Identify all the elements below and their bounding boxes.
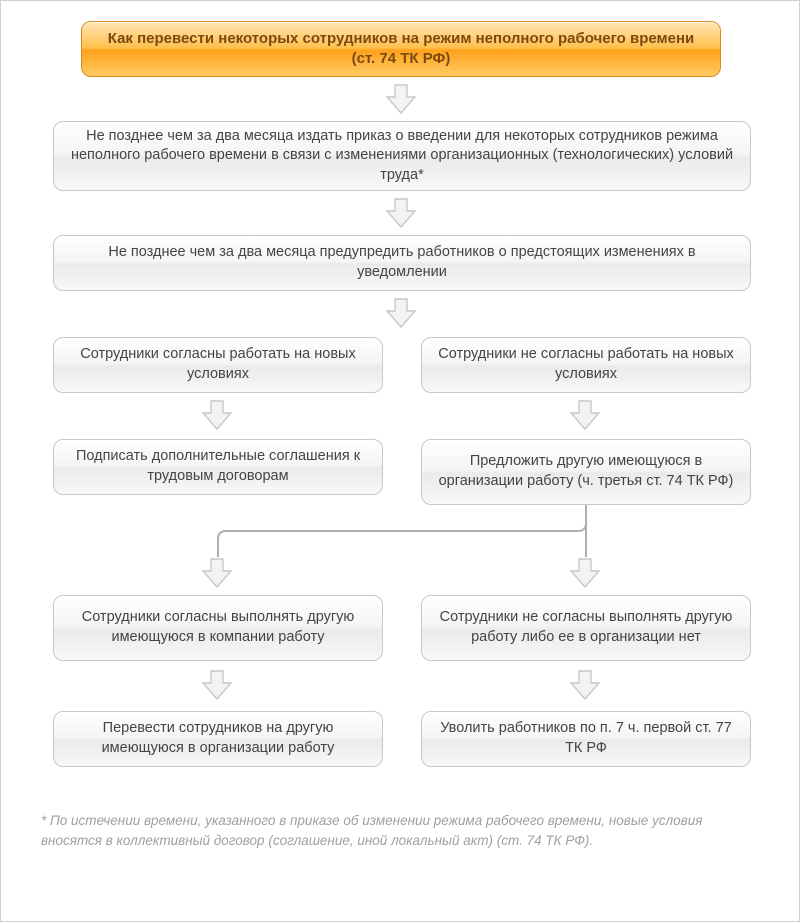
arrow-down-icon <box>383 83 419 115</box>
box-transfer-workers: Перевести сотрудников на другую имеющуюс… <box>53 711 383 767</box>
box-disagree-new-conditions: Сотрудники не согласны работать на новых… <box>421 337 751 393</box>
box-text: Предложить другую имеющуюся в организаци… <box>436 452 736 491</box>
title-box: Как перевести некоторых сотрудников на р… <box>81 21 721 77</box>
box-issue-order: Не позднее чем за два месяца издать прик… <box>53 121 751 191</box>
arrow-down-icon <box>383 297 419 329</box>
box-text: Не позднее чем за два месяца издать прик… <box>68 127 736 186</box>
arrow-down-icon <box>199 399 235 431</box>
arrow-down-icon <box>199 669 235 701</box>
box-text: Сотрудники не согласны работать на новых… <box>436 345 736 384</box>
box-sign-addenda: Подписать дополнительные соглашения к тр… <box>53 439 383 495</box>
arrow-down-icon <box>383 197 419 229</box>
arrow-down-icon <box>567 399 603 431</box>
box-text: Сотрудники согласны работать на новых ус… <box>68 345 368 384</box>
flowchart-container: Как перевести некоторых сотрудников на р… <box>0 0 800 922</box>
box-disagree-other-work: Сотрудники не согласны выполнять другую … <box>421 595 751 661</box>
footnote-text: * По истечении времени, указанного в при… <box>41 811 761 850</box>
box-offer-other-work: Предложить другую имеющуюся в организаци… <box>421 439 751 505</box>
box-agree-new-conditions: Сотрудники согласны работать на новых ус… <box>53 337 383 393</box>
box-text: Сотрудники не согласны выполнять другую … <box>436 608 736 647</box>
arrow-down-icon <box>199 557 235 589</box>
box-dismiss-workers: Уволить работников по п. 7 ч. первой ст.… <box>421 711 751 767</box>
arrow-down-icon <box>567 669 603 701</box>
box-text: Подписать дополнительные соглашения к тр… <box>68 447 368 486</box>
box-text: Перевести сотрудников на другую имеющуюс… <box>68 719 368 758</box>
box-agree-other-work: Сотрудники согласны выполнять другую име… <box>53 595 383 661</box>
box-notify-workers: Не позднее чем за два месяца предупредит… <box>53 235 751 291</box>
box-text: Уволить работников по п. 7 ч. первой ст.… <box>436 719 736 758</box>
arrow-down-icon <box>567 557 603 589</box>
box-text: Не позднее чем за два месяца предупредит… <box>68 243 736 282</box>
title-text: Как перевести некоторых сотрудников на р… <box>96 29 706 70</box>
box-text: Сотрудники согласны выполнять другую име… <box>68 608 368 647</box>
